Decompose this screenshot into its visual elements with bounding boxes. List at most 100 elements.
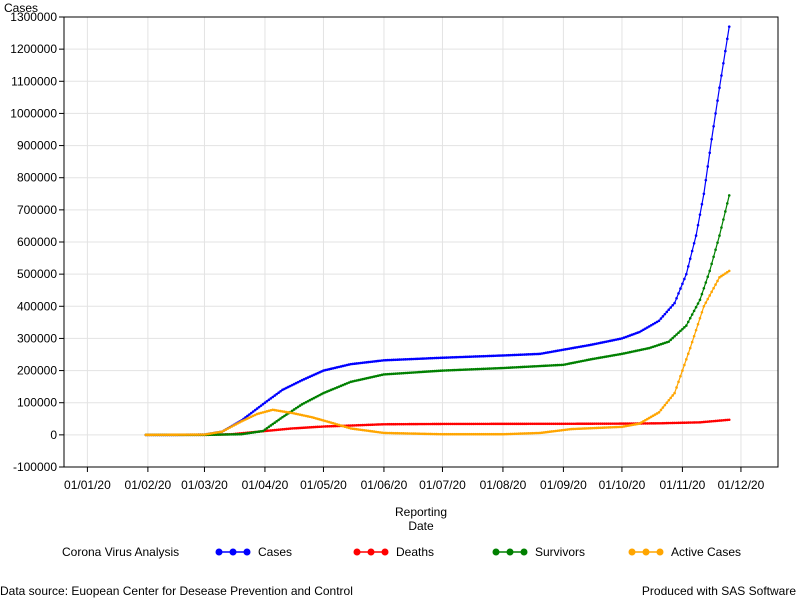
data-point	[380, 423, 384, 426]
data-point	[312, 373, 316, 377]
data-point	[365, 361, 368, 364]
data-point	[367, 376, 370, 380]
data-point	[685, 358, 688, 361]
data-point	[659, 317, 663, 320]
data-point	[209, 432, 212, 435]
data-point	[378, 374, 382, 377]
data-point	[605, 340, 608, 343]
data-point	[546, 351, 550, 354]
data-point	[415, 422, 419, 426]
data-point	[716, 279, 719, 283]
data-point	[519, 422, 522, 426]
data-point	[468, 355, 472, 359]
y-tick-label: 200000	[17, 364, 57, 378]
data-point	[558, 422, 561, 426]
data-point	[324, 390, 327, 394]
data-point	[646, 326, 649, 329]
data-point	[517, 422, 520, 426]
data-point	[279, 428, 282, 431]
data-point	[505, 354, 509, 357]
data-point	[562, 428, 565, 432]
data-point	[384, 422, 388, 426]
data-point	[331, 387, 335, 391]
data-point	[560, 428, 563, 432]
data-point	[292, 412, 296, 415]
data-point	[525, 422, 528, 426]
data-point	[577, 360, 581, 363]
data-point	[511, 432, 514, 436]
data-point	[603, 422, 606, 425]
data-point	[536, 364, 540, 368]
data-point	[265, 399, 269, 403]
data-point	[166, 433, 169, 437]
data-point	[482, 422, 485, 426]
data-point	[238, 432, 241, 436]
data-point	[546, 422, 550, 426]
data-point	[517, 353, 520, 357]
data-point	[351, 362, 355, 366]
data-point	[665, 421, 669, 425]
data-point	[326, 390, 329, 393]
y-tick-label: 900000	[17, 139, 57, 153]
data-point	[419, 357, 423, 360]
data-point	[665, 310, 669, 314]
data-point	[171, 433, 175, 437]
data-point	[720, 274, 723, 278]
data-point	[253, 430, 257, 434]
data-point	[536, 352, 540, 356]
data-point	[193, 433, 196, 436]
data-point	[357, 428, 360, 431]
data-point	[725, 202, 729, 205]
legend-marker	[215, 548, 223, 556]
data-point	[484, 367, 487, 371]
data-point	[308, 426, 312, 429]
data-point	[300, 403, 304, 406]
data-point	[511, 353, 514, 357]
data-point	[566, 428, 569, 431]
data-point	[700, 202, 704, 206]
legend-item: Active Cases	[628, 545, 741, 559]
data-point	[257, 412, 261, 415]
data-point	[326, 425, 329, 428]
data-point	[525, 432, 528, 435]
data-point	[357, 361, 360, 365]
data-point	[306, 426, 310, 429]
data-point	[688, 346, 692, 350]
data-point	[575, 360, 579, 364]
y-tick-label: 1200000	[10, 42, 57, 56]
data-point	[296, 412, 300, 416]
data-point	[583, 422, 587, 426]
data-point	[244, 418, 247, 421]
data-point	[170, 433, 173, 437]
data-point	[538, 352, 542, 356]
data-point	[326, 368, 329, 371]
data-point	[661, 421, 665, 425]
data-point	[583, 427, 587, 430]
data-point	[677, 421, 680, 425]
data-point	[413, 357, 417, 361]
data-point	[460, 422, 464, 426]
data-point	[626, 351, 630, 354]
data-point	[671, 394, 674, 397]
data-point	[548, 422, 552, 426]
data-point	[406, 422, 409, 426]
data-point	[210, 431, 214, 435]
data-point	[339, 424, 343, 427]
data-point	[183, 433, 187, 436]
data-point	[450, 422, 454, 426]
data-point	[316, 394, 319, 398]
data-point	[554, 422, 557, 426]
data-point	[363, 428, 366, 432]
data-point	[644, 347, 647, 351]
data-point	[240, 420, 243, 423]
data-point	[663, 312, 667, 316]
data-point	[692, 334, 696, 338]
data-point	[548, 364, 552, 367]
data-point	[222, 433, 226, 436]
data-point	[702, 192, 706, 196]
data-point	[417, 357, 421, 361]
data-point	[667, 308, 671, 312]
data-point	[589, 343, 593, 347]
data-point	[712, 124, 715, 128]
data-point	[374, 359, 378, 363]
